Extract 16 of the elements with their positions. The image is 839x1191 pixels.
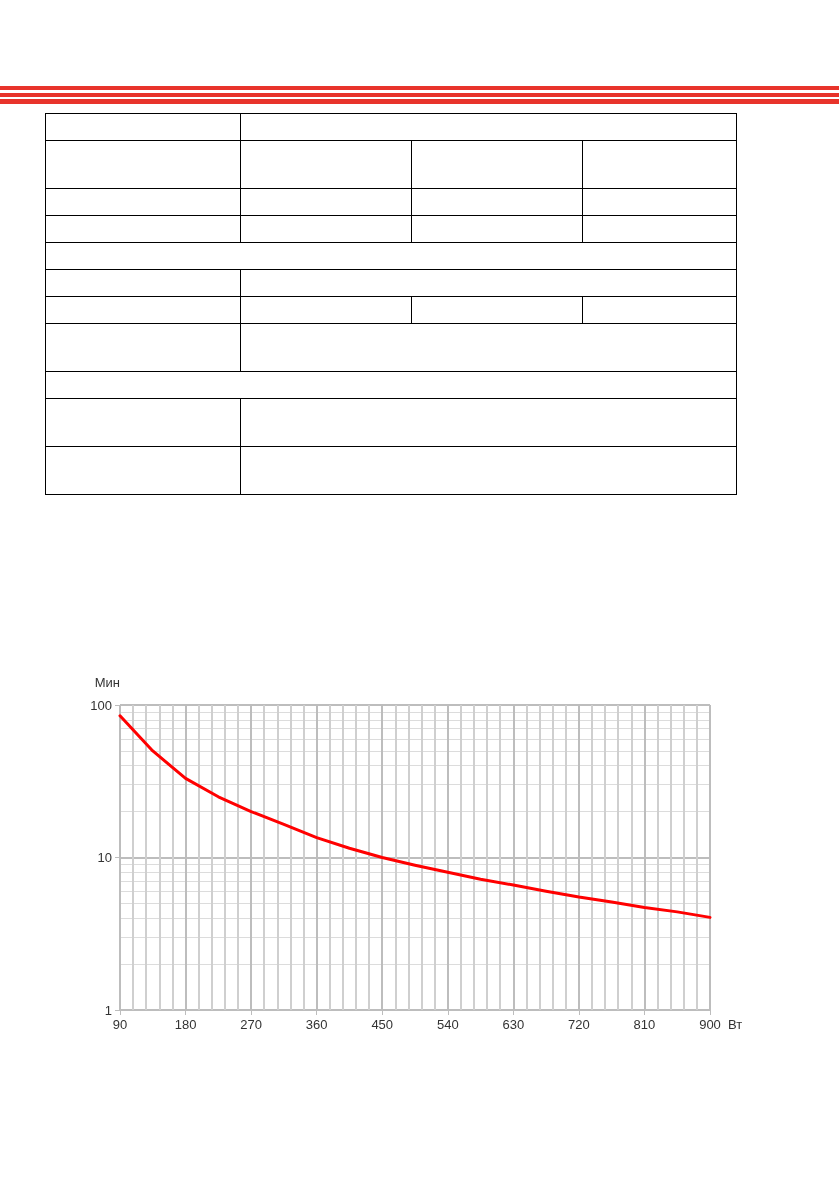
x-tick-label: 540 xyxy=(436,1017,459,1032)
x-tick-label: 90 xyxy=(112,1017,128,1032)
x-tick-label: 360 xyxy=(305,1017,328,1032)
x-tick-label: 180 xyxy=(174,1017,197,1032)
x-tick-label: 630 xyxy=(502,1017,525,1032)
y-tick-label: 10 xyxy=(97,850,112,865)
line-series xyxy=(118,714,712,919)
y-axis-title: Мин xyxy=(94,675,120,690)
x-tick-label: 720 xyxy=(568,1017,590,1032)
x-tick-label: 270 xyxy=(240,1017,262,1032)
x-tick-label: 810 xyxy=(633,1017,656,1032)
y-tick-label: 100 xyxy=(90,697,112,713)
x-tick-label: 450 xyxy=(371,1017,394,1032)
x-axis-title: Вт xyxy=(728,1017,743,1032)
y-tick-label: 1 xyxy=(104,1002,112,1018)
x-tick-label: 900 xyxy=(699,1017,721,1032)
